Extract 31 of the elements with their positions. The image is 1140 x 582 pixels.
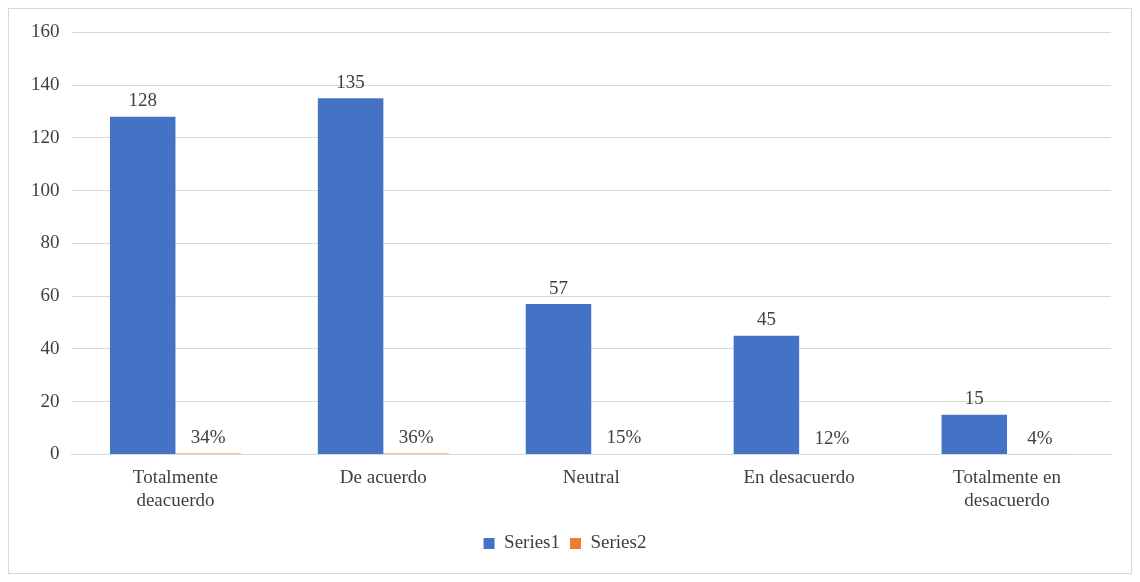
y-tick-label: 0 xyxy=(50,442,60,464)
bar xyxy=(317,98,384,454)
x-tick-label: Totalmente en desacuerdo xyxy=(953,465,1062,510)
data-label: 34% xyxy=(190,425,226,447)
data-label: 57 xyxy=(549,276,569,298)
data-label: 15% xyxy=(606,426,642,448)
bar xyxy=(733,335,800,454)
y-tick-label: 80 xyxy=(40,231,60,253)
y-tick-label: 20 xyxy=(40,389,60,411)
bar xyxy=(109,116,176,454)
data-label: 45 xyxy=(756,308,776,330)
x-tick-label: Totalmente deacuerdo xyxy=(132,465,219,510)
data-label: 135 xyxy=(336,70,365,92)
x-tick-label: En desacuerdo xyxy=(743,465,855,487)
x-tick-label: Neutral xyxy=(562,465,620,487)
y-tick-label: 40 xyxy=(40,336,60,358)
data-label: 4% xyxy=(1027,426,1053,448)
data-label: 128 xyxy=(128,89,157,111)
data-label: 12% xyxy=(814,426,850,448)
y-tick-label: 120 xyxy=(31,125,60,147)
y-tick-label: 100 xyxy=(31,178,60,200)
data-label: 36% xyxy=(398,425,434,447)
legend-label: Series1 xyxy=(504,531,560,553)
y-tick-label: 160 xyxy=(31,20,60,42)
legend-label: Series2 xyxy=(590,531,647,553)
y-tick-label: 140 xyxy=(31,73,60,95)
y-tick-label: 60 xyxy=(40,284,60,306)
bar xyxy=(525,304,592,454)
x-tick-label: De acuerdo xyxy=(339,465,427,487)
data-label: 15 xyxy=(964,387,984,409)
bar xyxy=(941,414,1008,454)
